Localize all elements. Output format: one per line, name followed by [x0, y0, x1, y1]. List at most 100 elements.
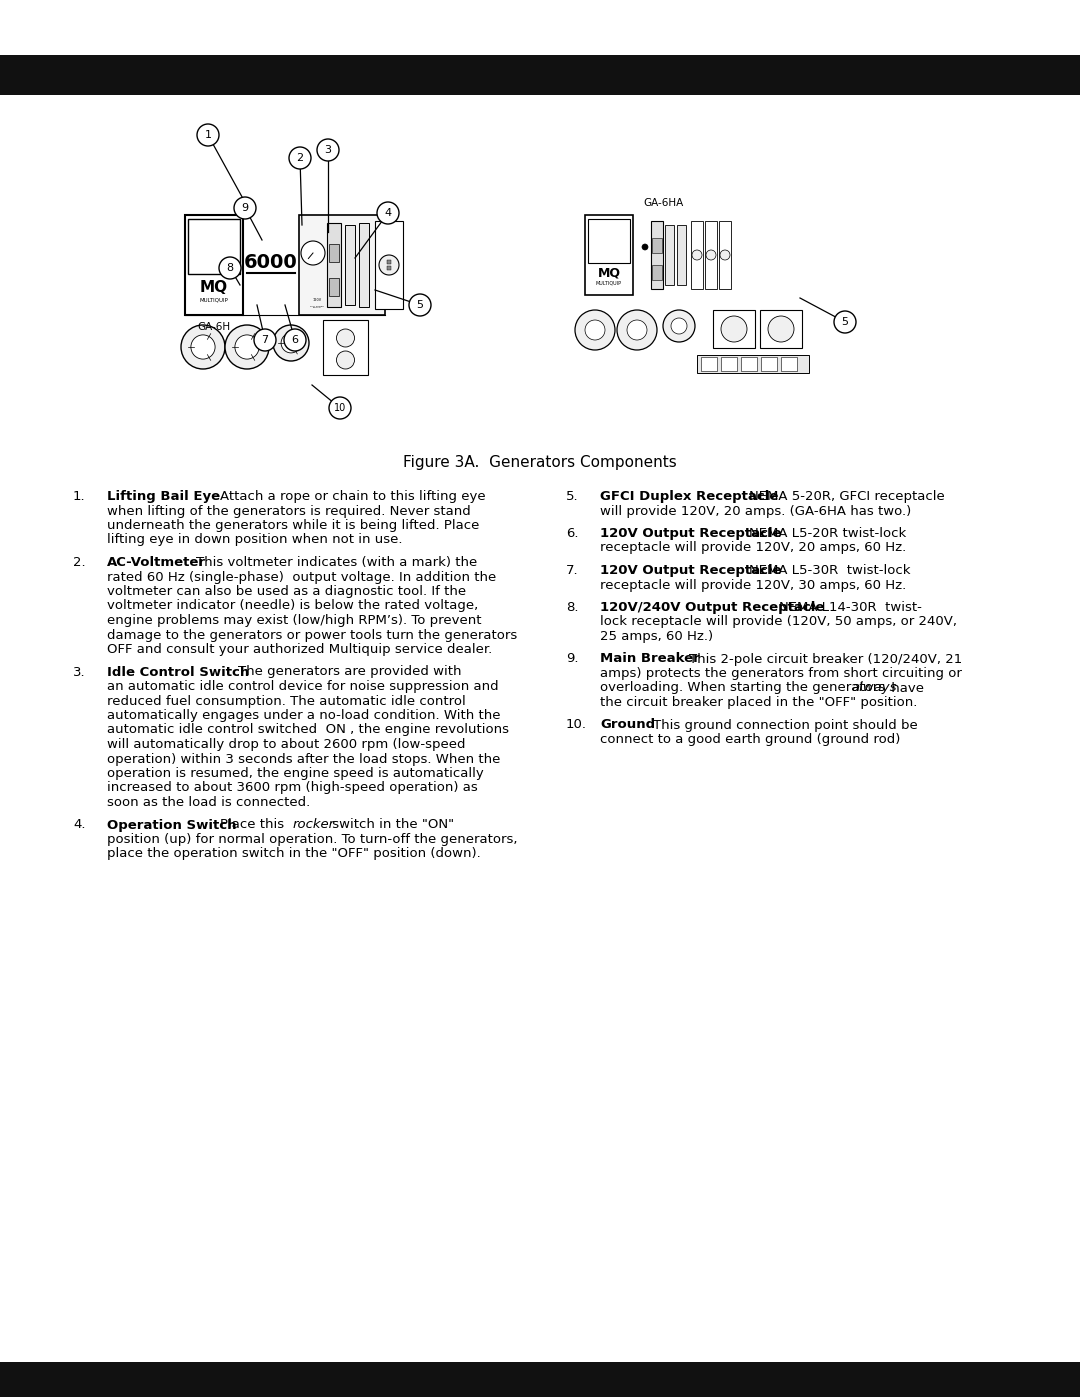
Text: 4.: 4. — [73, 819, 85, 831]
Text: damage to the generators or power tools turn the generators: damage to the generators or power tools … — [107, 629, 517, 641]
Text: MULTIQUIP: MULTIQUIP — [596, 281, 622, 285]
Text: will automatically drop to about 2600 rpm (low-speed: will automatically drop to about 2600 rp… — [107, 738, 465, 752]
Bar — [375, 221, 403, 309]
Text: MULTIQUIP: MULTIQUIP — [200, 298, 229, 303]
Text: 5: 5 — [417, 300, 423, 310]
Text: 1: 1 — [204, 130, 212, 140]
Bar — [761, 358, 777, 372]
Circle shape — [318, 138, 339, 161]
Text: operation) within 3 seconds after the load stops. When the: operation) within 3 seconds after the lo… — [107, 753, 500, 766]
Text: lock receptacle will provide (120V, 50 amps, or 240V,: lock receptacle will provide (120V, 50 a… — [600, 616, 957, 629]
Text: overloading. When starting the generators: overloading. When starting the generator… — [600, 682, 889, 694]
Text: FULL POWER
SWITCH: FULL POWER SWITCH — [310, 306, 324, 309]
Text: 5.: 5. — [566, 490, 579, 503]
Text: increased to about 3600 rpm (high-speed operation) as: increased to about 3600 rpm (high-speed … — [107, 781, 477, 795]
Circle shape — [409, 293, 431, 316]
Circle shape — [234, 197, 256, 219]
Circle shape — [834, 312, 856, 332]
Bar — [665, 225, 674, 285]
Bar — [713, 310, 755, 348]
Text: 25 amps, 60 Hz.): 25 amps, 60 Hz.) — [600, 630, 713, 643]
Bar — [651, 221, 663, 289]
Circle shape — [219, 257, 241, 279]
Text: when lifting of the generators is required. Never stand: when lifting of the generators is requir… — [107, 504, 471, 517]
Text: 3.: 3. — [73, 665, 85, 679]
Text: Idle Control Switch: Idle Control Switch — [107, 665, 249, 679]
Circle shape — [768, 316, 794, 342]
Circle shape — [337, 330, 354, 346]
Bar — [185, 215, 243, 314]
Text: Place this: Place this — [203, 819, 288, 831]
Circle shape — [284, 330, 306, 351]
Text: 8.: 8. — [566, 601, 579, 615]
Bar — [0, 54, 1080, 95]
Text: Main Breaker: Main Breaker — [600, 652, 700, 665]
Circle shape — [642, 244, 648, 250]
Text: operation is resumed, the engine speed is automatically: operation is resumed, the engine speed i… — [107, 767, 484, 780]
Circle shape — [273, 326, 309, 360]
Text: 2.: 2. — [73, 556, 85, 569]
Circle shape — [663, 310, 696, 342]
Circle shape — [191, 335, 215, 359]
Text: underneath the generators while it is being lifted. Place: underneath the generators while it is be… — [107, 520, 480, 532]
Bar — [652, 237, 662, 253]
Circle shape — [585, 320, 605, 339]
Bar — [0, 1362, 1080, 1397]
Text: 9.: 9. — [566, 652, 579, 665]
Bar — [701, 358, 717, 372]
Text: Operation Switch: Operation Switch — [107, 819, 237, 831]
Text: the circuit breaker placed in the "OFF" position.: the circuit breaker placed in the "OFF" … — [600, 696, 917, 710]
Text: NEMA L5-30R  twist-lock: NEMA L5-30R twist-lock — [731, 564, 910, 577]
Bar — [359, 224, 369, 307]
Circle shape — [301, 242, 325, 265]
Bar — [741, 358, 757, 372]
Text: 120V Output Receptacle: 120V Output Receptacle — [600, 564, 782, 577]
Bar — [781, 358, 797, 372]
Bar — [677, 225, 686, 285]
Text: MQ: MQ — [597, 265, 621, 279]
Text: NEMA L14-30R  twist-: NEMA L14-30R twist- — [761, 601, 921, 615]
Text: 2: 2 — [296, 154, 303, 163]
Circle shape — [377, 203, 399, 224]
Text: NEMA L5-20R twist-lock: NEMA L5-20R twist-lock — [731, 527, 906, 541]
Text: 5: 5 — [841, 317, 849, 327]
Circle shape — [197, 124, 219, 147]
Bar — [719, 221, 731, 289]
Text: will provide 120V, 20 amps. (GA-6HA has two.): will provide 120V, 20 amps. (GA-6HA has … — [600, 504, 912, 517]
Text: AC-Voltmeter: AC-Voltmeter — [107, 556, 206, 569]
Bar — [691, 221, 703, 289]
Text: 120V: 120V — [312, 298, 322, 302]
Circle shape — [575, 310, 615, 351]
Text: amps) protects the generators from short circuiting or: amps) protects the generators from short… — [600, 666, 962, 680]
Text: an automatic idle control device for noise suppression and: an automatic idle control device for noi… — [107, 680, 499, 693]
Text: rocker: rocker — [293, 819, 335, 831]
Circle shape — [225, 326, 269, 369]
Text: 6: 6 — [292, 335, 298, 345]
Text: 9: 9 — [242, 203, 248, 212]
Text: NEMA 5-20R, GFCI receptacle: NEMA 5-20R, GFCI receptacle — [731, 490, 944, 503]
Text: OFF and consult your authorized Multiquip service dealer.: OFF and consult your authorized Multiqui… — [107, 643, 492, 657]
Text: 10.: 10. — [566, 718, 588, 732]
Text: 8: 8 — [227, 263, 233, 272]
Bar — [705, 221, 717, 289]
Text: 7: 7 — [261, 335, 269, 345]
Bar — [188, 219, 240, 274]
Text: This voltmeter indicates (with a mark) the: This voltmeter indicates (with a mark) t… — [179, 556, 477, 569]
Text: 3: 3 — [324, 145, 332, 155]
Bar — [721, 358, 737, 372]
Text: soon as the load is connected.: soon as the load is connected. — [107, 796, 310, 809]
Text: GA-6HA: GA-6HA — [643, 198, 684, 208]
Text: Lifting Bail Eye: Lifting Bail Eye — [107, 490, 220, 503]
Text: 6000: 6000 — [244, 253, 298, 272]
Text: 120V Output Receptacle: 120V Output Receptacle — [600, 527, 782, 541]
Bar — [588, 219, 630, 263]
Text: voltmeter indicator (needle) is below the rated voltage,: voltmeter indicator (needle) is below th… — [107, 599, 478, 612]
Circle shape — [181, 326, 225, 369]
Text: always: always — [851, 682, 896, 694]
Text: have: have — [888, 682, 924, 694]
Text: Figure 3A.  Generators Components: Figure 3A. Generators Components — [403, 455, 677, 469]
Text: 7.: 7. — [566, 564, 579, 577]
Circle shape — [337, 351, 354, 369]
Bar — [387, 265, 391, 270]
Text: position (up) for normal operation. To turn-off the generators,: position (up) for normal operation. To t… — [107, 833, 517, 847]
